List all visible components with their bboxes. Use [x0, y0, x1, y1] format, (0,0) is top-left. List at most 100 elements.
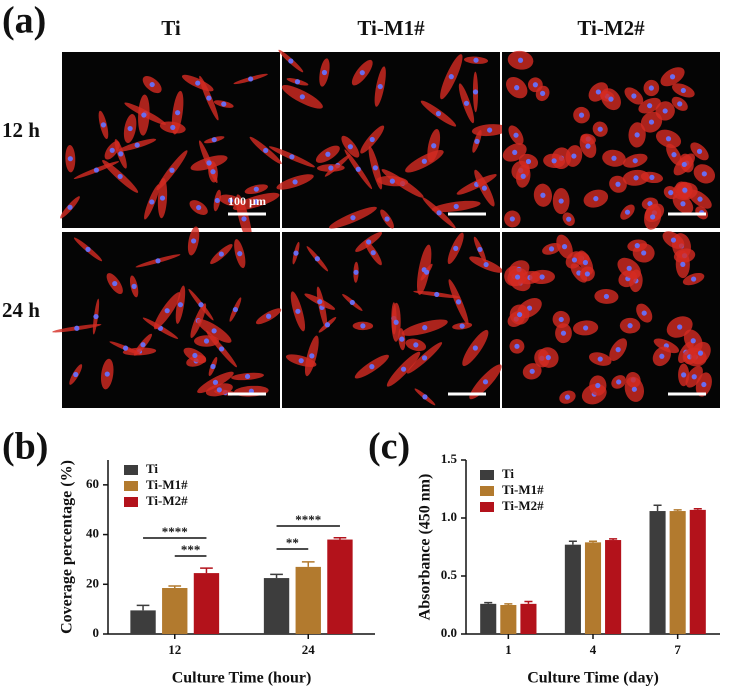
nucleus [384, 216, 390, 222]
nucleus [104, 371, 110, 377]
nucleus [211, 137, 217, 143]
nucleus [670, 237, 677, 243]
nucleus [175, 110, 181, 116]
nucleus [514, 343, 520, 349]
nucleus [474, 138, 480, 144]
nucleus [289, 154, 295, 160]
nucleus [360, 323, 366, 329]
nucleus [472, 89, 479, 95]
y-tick-label: 0.5 [441, 567, 458, 582]
micrograph [282, 231, 504, 408]
nucleus [244, 373, 251, 380]
nucleus [149, 199, 155, 205]
nucleus [350, 215, 356, 221]
legend-swatch [480, 502, 494, 512]
nucleus [195, 80, 201, 86]
nucleus [514, 274, 521, 280]
nucleus [317, 299, 323, 305]
nucleus [309, 353, 315, 359]
nucleus [517, 311, 523, 318]
nucleus [112, 280, 118, 287]
nucleus [627, 323, 633, 329]
nucleus [641, 250, 647, 256]
bar [649, 511, 666, 634]
nucleus [597, 126, 603, 132]
error-bar [168, 585, 182, 589]
nucleus [93, 313, 99, 320]
nucleus [671, 152, 677, 158]
error-bar [524, 600, 533, 604]
error-bar [484, 601, 493, 604]
nucleus [680, 261, 686, 267]
nucleus [540, 192, 546, 198]
nucleus [393, 319, 399, 325]
nucleus [483, 261, 489, 268]
nucleus [85, 246, 91, 252]
nucleus [558, 316, 564, 323]
nucleus [421, 158, 427, 164]
nucleus [288, 58, 294, 64]
nucleus [697, 196, 703, 202]
nucleus [608, 96, 614, 102]
nucleus [237, 251, 243, 257]
error-bar [609, 538, 618, 541]
y-tick-label: 0 [93, 625, 100, 640]
nucleus [210, 363, 216, 370]
nucleus [668, 190, 674, 196]
nucleus [512, 149, 518, 156]
legend-swatch [480, 470, 494, 480]
nucleus [487, 127, 493, 133]
nucleus [109, 147, 115, 153]
bar [263, 578, 290, 634]
bar [130, 610, 156, 634]
micrograph [60, 52, 282, 244]
nucleus [366, 239, 372, 245]
nucleus [164, 308, 170, 314]
nucleus [513, 132, 519, 138]
nucleus [100, 122, 107, 128]
nucleus [377, 83, 383, 90]
nucleus [314, 256, 320, 262]
nucleus [216, 387, 222, 393]
legend-swatch [124, 481, 138, 491]
y-axis-title: Coverage percentage (%) [59, 460, 76, 634]
error-bar [653, 504, 662, 512]
nucleus [127, 125, 133, 132]
nucleus [634, 243, 640, 249]
nucleus [140, 342, 146, 348]
nucleus [595, 89, 601, 95]
nucleus [514, 85, 520, 91]
y-tick-label: 20 [86, 575, 99, 590]
nucleus [680, 201, 686, 207]
nucleus [532, 82, 538, 88]
nucleus [141, 112, 147, 118]
nucleus [421, 355, 428, 361]
nucleus [206, 160, 212, 166]
nucleus [631, 386, 637, 392]
nucleus [463, 100, 470, 106]
nucleus [517, 57, 524, 63]
legend-label: Ti-M2# [502, 498, 544, 513]
nucleus [615, 181, 621, 187]
nucleus [400, 366, 407, 372]
nucleus [520, 173, 526, 179]
nucleus [690, 338, 696, 344]
bar [295, 566, 321, 634]
nucleus [453, 203, 459, 210]
nucleus [571, 153, 577, 159]
error-bar [301, 561, 315, 567]
error-bar [693, 507, 702, 510]
nucleus [74, 325, 80, 331]
nucleus [561, 244, 568, 250]
x-axis-title: Culture Time (hour) [172, 670, 312, 687]
nucleus [218, 346, 225, 352]
nucleus [648, 85, 654, 91]
nucleus [473, 57, 479, 63]
nucleus [631, 93, 637, 99]
nucleus [93, 167, 100, 173]
nucleus [649, 174, 655, 180]
nucleus [134, 142, 140, 148]
nucleus [399, 336, 405, 342]
panel-label: (c) [368, 426, 410, 468]
nucleus [560, 330, 567, 336]
